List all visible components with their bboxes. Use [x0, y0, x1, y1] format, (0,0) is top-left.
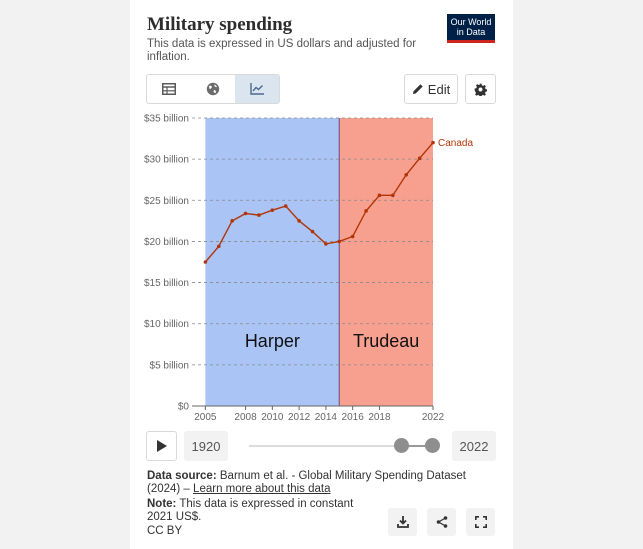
tab-table[interactable] [147, 75, 191, 103]
data-point [337, 239, 342, 244]
timeline-end-handle[interactable] [424, 438, 440, 453]
edit-button[interactable]: Edit [404, 74, 458, 104]
share-button[interactable] [427, 508, 456, 536]
series-label: Canada [438, 138, 473, 149]
y-tick-label: $25 billion [144, 196, 189, 207]
table-icon [162, 83, 176, 95]
note-label: Note: [147, 498, 177, 510]
x-tick-label: 2016 [342, 412, 365, 423]
timeline-start-handle[interactable] [394, 438, 410, 453]
timeline-selected-range [401, 445, 432, 447]
data-point [297, 219, 301, 223]
chart-title: Military spending [147, 14, 293, 35]
download-icon [396, 516, 409, 528]
data-point [391, 193, 395, 198]
logo-line-2: in Data [456, 27, 486, 37]
series-line-canada [204, 142, 434, 263]
end-year-button[interactable]: 2022 [452, 431, 496, 461]
data-point [257, 213, 261, 217]
data-point [283, 204, 288, 208]
timeline-track[interactable] [249, 445, 432, 447]
data-point [364, 209, 368, 213]
y-tick-label: $35 billion [144, 114, 189, 125]
x-tick-label: 2022 [422, 412, 445, 423]
data-point [404, 172, 409, 177]
start-year-button[interactable]: 1920 [184, 431, 228, 461]
license-text[interactable]: CC BY [147, 525, 183, 537]
data-note: Note: This data is expressed in constant… [147, 498, 372, 524]
pencil-icon [412, 84, 423, 94]
y-tick-label: $5 billion [150, 360, 189, 371]
line-chart-icon [250, 83, 264, 95]
period-band-harper [205, 118, 340, 406]
tab-map[interactable] [191, 75, 235, 103]
x-tick-label: 2012 [288, 412, 311, 423]
fullscreen-button[interactable] [466, 508, 495, 536]
data-source: Data source: Barnum et al. - Global Mili… [147, 470, 467, 496]
play-icon [156, 440, 167, 452]
period-band-trudeau [339, 118, 433, 406]
data-point [230, 219, 234, 223]
data-point [377, 193, 382, 198]
edit-label: Edit [427, 81, 451, 97]
owid-logo[interactable]: Our World in Data [447, 14, 495, 43]
y-tick-label: $10 billion [144, 319, 189, 330]
data-point [431, 140, 435, 145]
x-tick-label: 2005 [194, 412, 217, 423]
logo-line-1: Our World [450, 17, 492, 27]
source-label: Data source: [147, 470, 217, 482]
x-tick-label: 2014 [315, 412, 338, 423]
chart-subtitle: This data is expressed in US dollars and… [147, 38, 417, 63]
data-point [324, 242, 328, 246]
source-text: Barnum et al. - Global Military Spending… [147, 470, 466, 495]
learn-more-link[interactable]: Learn more about this data [193, 483, 331, 495]
data-point [203, 260, 208, 264]
y-tick-label: $20 billion [144, 237, 189, 248]
fullscreen-icon [474, 516, 487, 528]
data-point [270, 208, 275, 212]
y-tick-label: $30 billion [144, 155, 189, 166]
y-tick-label: $0 [178, 402, 190, 413]
play-button[interactable] [146, 431, 177, 461]
y-tick-label: $15 billion [144, 278, 189, 289]
settings-button[interactable] [465, 74, 496, 104]
tab-chart[interactable] [235, 75, 279, 103]
data-point [417, 156, 422, 161]
annotation-label-harper: Harper [245, 331, 300, 351]
share-icon [436, 516, 447, 528]
x-tick-label: 2008 [234, 412, 257, 423]
data-point [350, 234, 355, 239]
data-point [243, 211, 248, 216]
data-point [310, 229, 315, 234]
view-tabs [146, 74, 280, 104]
gear-icon [474, 83, 487, 96]
note-text: This data is expressed in constant 2021 … [147, 498, 354, 523]
download-button[interactable] [388, 508, 417, 536]
globe-icon [206, 82, 220, 96]
x-tick-label: 2010 [261, 412, 284, 423]
line-chart: $0 $5 billion $10 billion $15 billion $20 bi… [144, 114, 474, 424]
data-point [216, 244, 221, 249]
x-tick-label: 2018 [368, 412, 391, 423]
annotation-label-trudeau: Trudeau [353, 331, 419, 351]
